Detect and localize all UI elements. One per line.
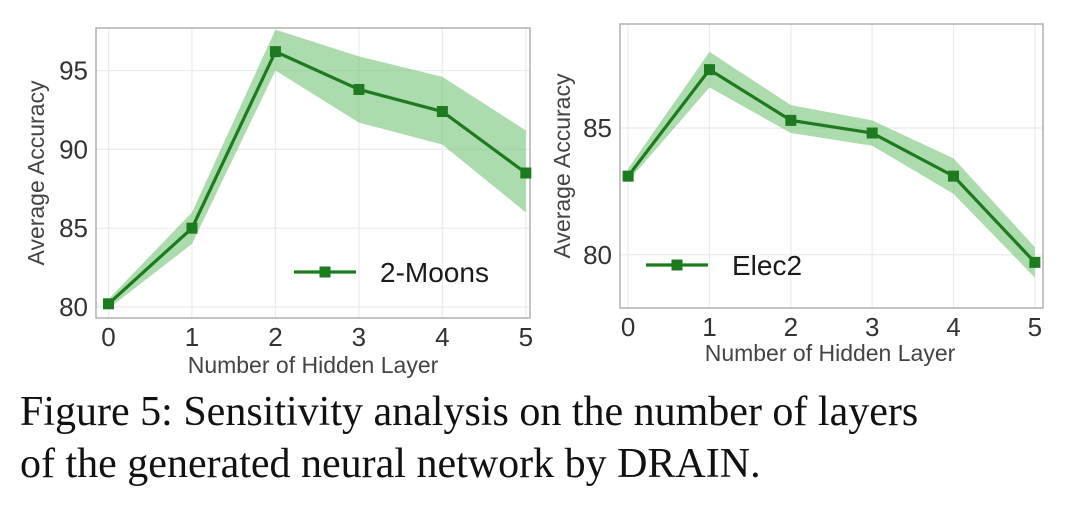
x-axis-label: Number of Hidden Layer	[188, 352, 439, 378]
legend-label: Elec2	[732, 250, 802, 281]
data-point	[866, 127, 878, 139]
legend: 2-Moons	[294, 257, 489, 288]
figure-caption: Figure 5: Sensitivity analysis on the nu…	[20, 386, 1070, 490]
x-tick-label: 2	[784, 312, 798, 342]
x-tick-label: 4	[946, 312, 960, 342]
data-point	[703, 64, 715, 76]
series-line	[626, 68, 1037, 264]
data-point	[948, 170, 960, 182]
x-tick-label: 5	[519, 322, 533, 352]
x-tick-label: 1	[185, 322, 199, 352]
chart-panel-2: 0 1 2 3 4 5 80 85 Number of Hidden Layer Average …	[549, 23, 1044, 366]
series-line	[107, 50, 527, 306]
y-tick-label: 85	[59, 213, 88, 243]
x-tick-label: 0	[101, 322, 115, 352]
y-tick-label: 80	[583, 240, 612, 270]
x-tick-label: 5	[1028, 312, 1042, 342]
chart-panel-1: 0 1 2 3 4 5 80 85 90 95 Number of Hidden Layer Aver…	[23, 27, 533, 378]
data-point	[353, 83, 365, 95]
data-point	[1029, 256, 1041, 268]
data-point	[436, 106, 448, 118]
x-tick-label: 1	[702, 312, 716, 342]
plot-frame	[619, 23, 1044, 309]
data-point	[622, 170, 634, 182]
confidence-band	[628, 51, 1035, 278]
data-point	[785, 114, 797, 126]
data-point	[186, 222, 198, 234]
data-point	[269, 46, 281, 58]
data-point	[103, 298, 115, 310]
legend: Elec2	[646, 250, 802, 281]
confidence-band	[108, 29, 526, 309]
x-tick-label: 3	[865, 312, 879, 342]
x-tick-label: 2	[268, 322, 282, 352]
x-axis-label: Number of Hidden Layer	[705, 340, 956, 366]
y-tick-label: 80	[59, 292, 88, 322]
caption-line-2: of the generated neural network by DRAIN…	[20, 441, 761, 487]
figure: 0 1 2 3 4 5 80 85 90 95 Number of Hidden Layer Aver…	[23, 23, 1044, 378]
y-tick-label: 90	[59, 134, 88, 164]
caption-line-1: Figure 5: Sensitivity analysis on the nu…	[20, 389, 919, 435]
legend-marker	[671, 259, 683, 271]
x-tick-label: 4	[435, 322, 449, 352]
y-tick-label: 85	[583, 113, 612, 143]
legend-marker	[319, 266, 331, 278]
legend-label: 2-Moons	[380, 257, 489, 288]
data-point	[520, 167, 532, 179]
y-axis-label: Average Accuracy	[549, 73, 575, 258]
x-tick-label: 0	[621, 312, 635, 342]
y-axis-label: Average Accuracy	[23, 80, 49, 265]
x-tick-label: 3	[352, 322, 366, 352]
y-tick-label: 95	[59, 56, 88, 86]
